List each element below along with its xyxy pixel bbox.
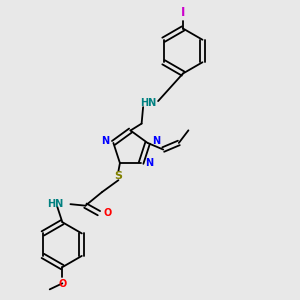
Text: HN: HN: [140, 98, 157, 109]
Text: O: O: [58, 279, 66, 289]
Text: I: I: [181, 7, 185, 20]
Text: N: N: [101, 136, 109, 146]
Text: N: N: [145, 158, 153, 168]
Text: N: N: [152, 136, 160, 146]
Text: O: O: [103, 208, 112, 218]
Text: S: S: [114, 171, 122, 181]
Text: HN: HN: [48, 199, 64, 209]
